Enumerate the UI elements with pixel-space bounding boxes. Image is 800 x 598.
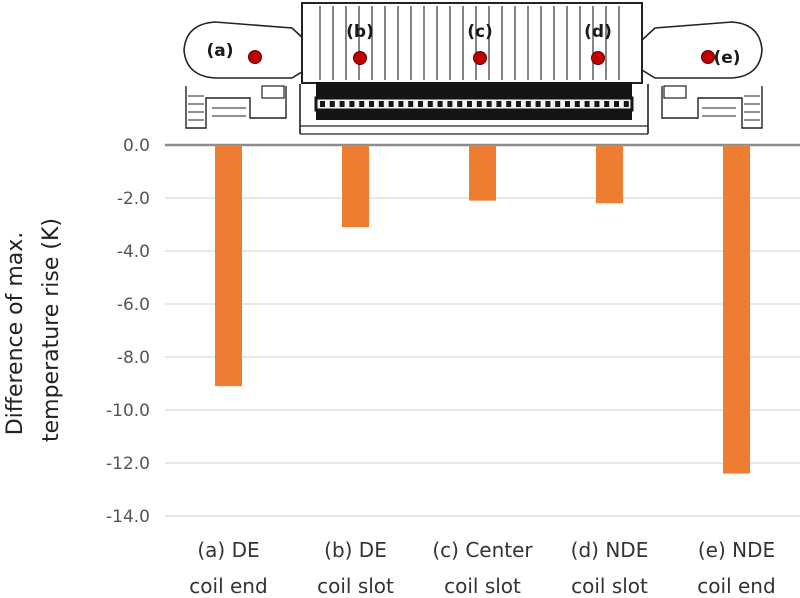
core-slot [555, 101, 561, 107]
y-tick-label: -8.0 [117, 348, 150, 368]
core-slot [378, 101, 384, 107]
core-slot [427, 101, 433, 107]
core-slot [574, 101, 580, 107]
callout-label: (a) [206, 41, 233, 61]
category-labels: (a) DE coil end (b) DE coil slot (c) Center c… [189, 538, 775, 598]
category-label: coil end [189, 574, 267, 598]
location-marker [701, 50, 715, 64]
core-slot [584, 101, 590, 107]
category-label: (c) Center [432, 538, 533, 562]
category-label: coil slot [317, 574, 394, 598]
bar [596, 145, 623, 204]
core-slot [418, 101, 423, 107]
core-slot [398, 101, 404, 107]
bar [723, 145, 750, 474]
category-label: (e) NDE [698, 538, 775, 562]
location-marker [473, 51, 487, 65]
y-axis-title: Difference of max. temperature rise (K) [3, 218, 64, 442]
y-tick-labels: 0.0 -2.0 -4.0 -6.0 -8.0 -10.0 -12.0 -14.0 [106, 136, 150, 527]
bar [342, 145, 369, 228]
callout-label: (d) [584, 22, 612, 42]
category-label: (d) NDE [571, 538, 649, 562]
y-tick-label: -6.0 [117, 295, 150, 315]
category-label: (a) DE [197, 538, 259, 562]
callout-label: (b) [346, 22, 374, 42]
motor-cross-section-icon [183, 2, 763, 135]
core-slot [535, 101, 541, 107]
core-slot [408, 101, 414, 107]
core-slot [447, 101, 453, 107]
category-label: coil slot [571, 574, 648, 598]
core-slot [594, 101, 600, 107]
core-slot [339, 101, 345, 107]
core-slot [359, 101, 365, 107]
core-slot [457, 101, 463, 107]
core-slot [516, 101, 521, 107]
core-slot [369, 101, 374, 107]
y-tick-label: -14.0 [106, 507, 150, 527]
core-slot [496, 101, 502, 107]
callout-label: (e) [713, 48, 740, 68]
core-slot [486, 101, 492, 107]
core-slot [467, 101, 472, 107]
callout-label: (c) [467, 22, 493, 42]
core-slot [565, 101, 570, 107]
location-marker [591, 51, 605, 65]
bar [215, 145, 242, 387]
core-slot [329, 101, 335, 107]
category-label: coil slot [444, 574, 521, 598]
core-slot [320, 101, 325, 107]
bars [215, 145, 750, 474]
y-tick-label: -10.0 [106, 401, 150, 421]
core-slot [349, 101, 355, 107]
core-slot [525, 101, 531, 107]
core-slot [604, 101, 610, 107]
y-tick-label: -2.0 [117, 189, 150, 209]
core-slot [476, 101, 482, 107]
core-slot [388, 101, 394, 107]
location-marker [353, 51, 367, 65]
y-tick-label: -4.0 [117, 242, 150, 262]
core-slot [545, 101, 551, 107]
core-slot [614, 101, 619, 107]
location-callouts: (a) (b) (c) (d) (e) [206, 22, 740, 68]
location-marker [248, 50, 262, 64]
core-slot [623, 101, 629, 107]
y-tick-label: 0.0 [123, 136, 150, 156]
bar [469, 145, 496, 201]
core-slot [437, 101, 443, 107]
core-slot [506, 101, 512, 107]
category-label: coil end [697, 574, 775, 598]
category-label: (b) DE [324, 538, 387, 562]
y-tick-label: -12.0 [106, 454, 150, 474]
